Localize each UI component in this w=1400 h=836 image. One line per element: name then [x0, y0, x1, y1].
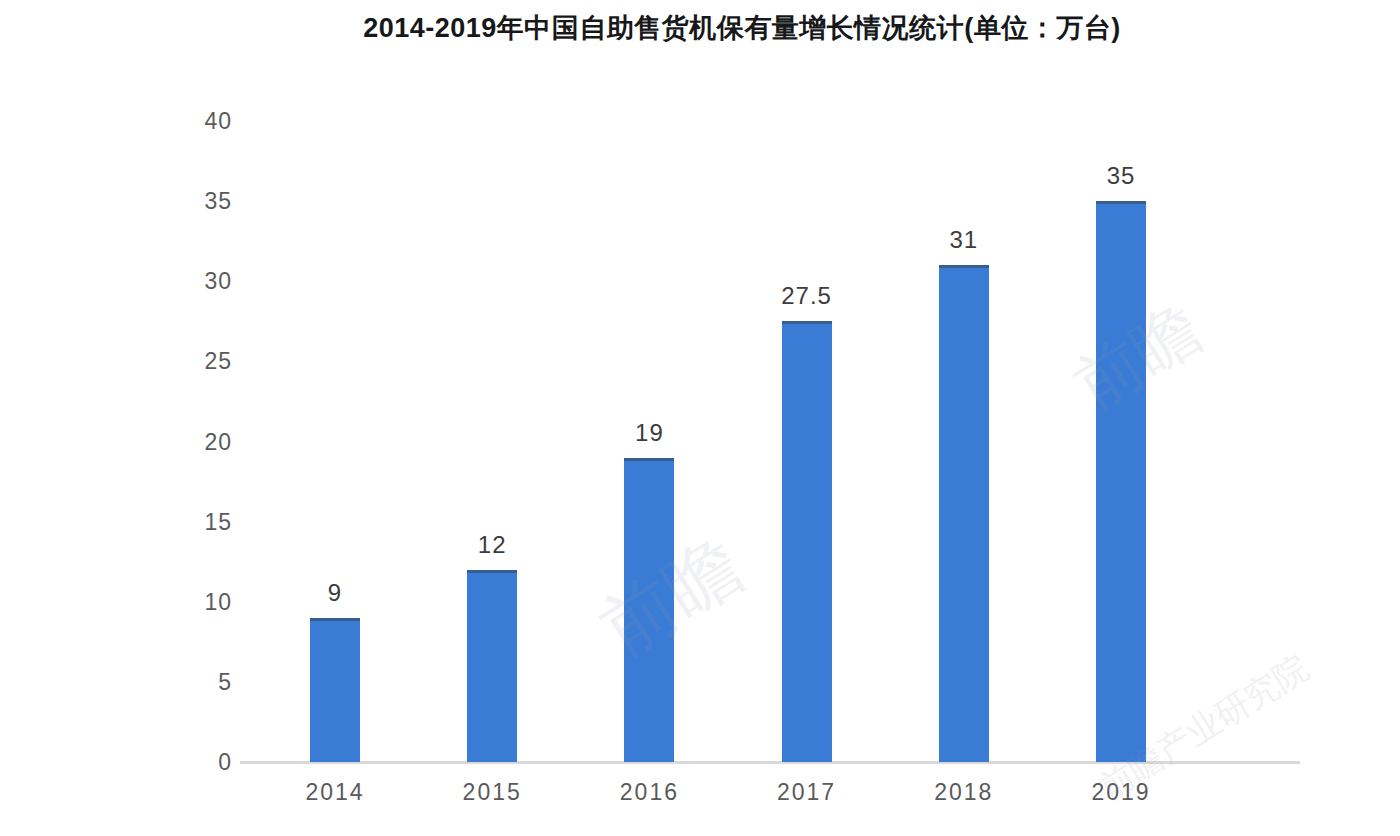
- bar-2018: [939, 265, 989, 762]
- bar-2014: [310, 618, 360, 762]
- chart-title: 2014-2019年中国自助售货机保有量增长情况统计(单位：万台): [42, 10, 1400, 46]
- bar-value-label: 12: [422, 530, 562, 560]
- y-tick-label: 5: [140, 668, 232, 696]
- chart-canvas: 2014-2019年中国自助售货机保有量增长情况统计(单位：万台) 0 5 10 15…: [0, 0, 1400, 836]
- x-tick-label: 2019: [1051, 777, 1191, 807]
- y-tick-label: 15: [140, 508, 232, 536]
- bar-2016: [624, 458, 674, 762]
- bar-value-label: 35: [1051, 161, 1191, 191]
- bar-value-label: 31: [894, 225, 1034, 255]
- x-tick-label: 2018: [894, 777, 1034, 807]
- y-tick-label: 40: [140, 107, 232, 135]
- x-tick-label: 2014: [265, 777, 405, 807]
- y-tick-label: 0: [140, 748, 232, 776]
- y-tick-label: 35: [140, 187, 232, 215]
- y-tick-label: 10: [140, 588, 232, 616]
- bar-2017: [782, 321, 832, 762]
- bar-2019: [1096, 201, 1146, 762]
- y-tick-label: 25: [140, 347, 232, 375]
- x-tick-label: 2016: [579, 777, 719, 807]
- bar-value-label: 19: [579, 418, 719, 448]
- y-tick-label: 20: [140, 428, 232, 456]
- bar-2015: [467, 570, 517, 762]
- bar-value-label: 9: [265, 578, 405, 608]
- x-tick-label: 2017: [737, 777, 877, 807]
- x-tick-label: 2015: [422, 777, 562, 807]
- bar-value-label: 27.5: [737, 281, 877, 311]
- y-tick-label: 30: [140, 267, 232, 295]
